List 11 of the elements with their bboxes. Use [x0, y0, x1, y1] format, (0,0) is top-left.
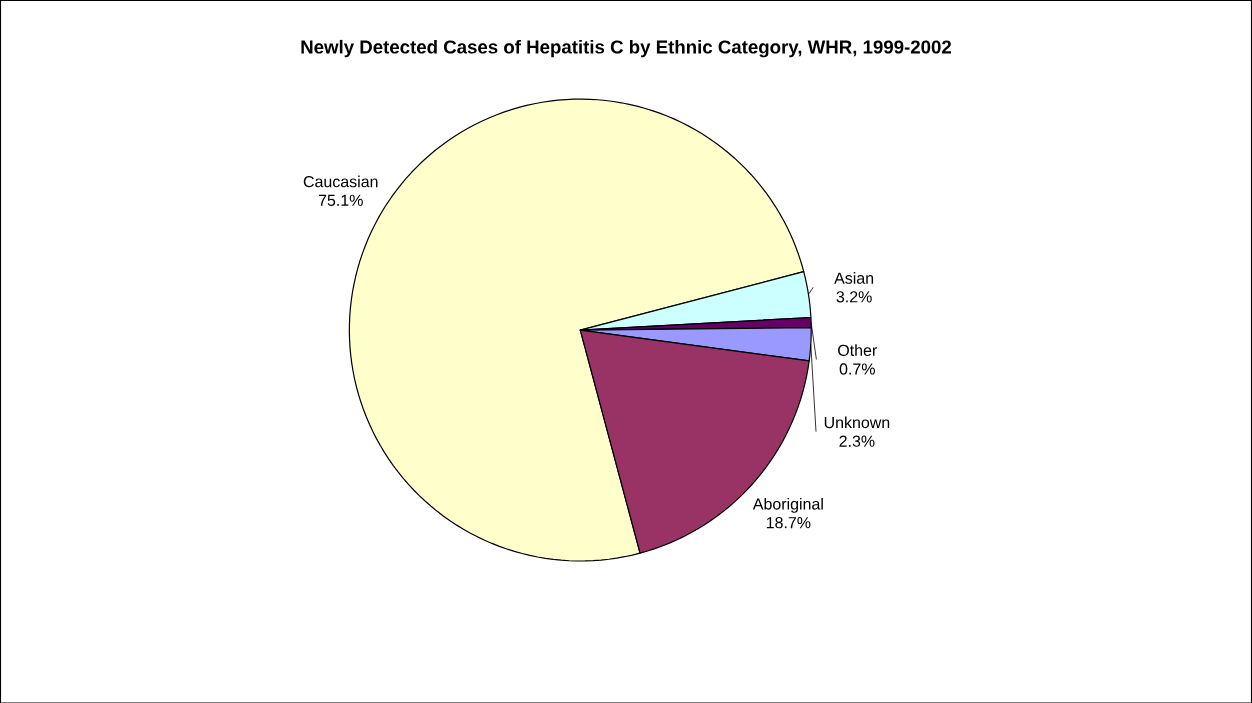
data-label: 75.1%	[318, 194, 363, 206]
slice-label: Asian	[834, 271, 874, 284]
slice-label: Caucasian	[303, 175, 378, 188]
slice-label: Aboriginal	[752, 497, 823, 513]
chart-title: Newly Detected Cases of Hepatitis C by Ethnic Category, WHR, 1999-2002	[301, 39, 952, 58]
slice-label: Unknown	[824, 416, 890, 428]
legend-label: Other	[838, 344, 878, 356]
data-label: 2.3%	[839, 435, 875, 447]
data-label: 3.2%	[836, 290, 872, 303]
data-label: 0.7%	[839, 363, 875, 375]
data-label: 18.7%	[766, 516, 811, 529]
